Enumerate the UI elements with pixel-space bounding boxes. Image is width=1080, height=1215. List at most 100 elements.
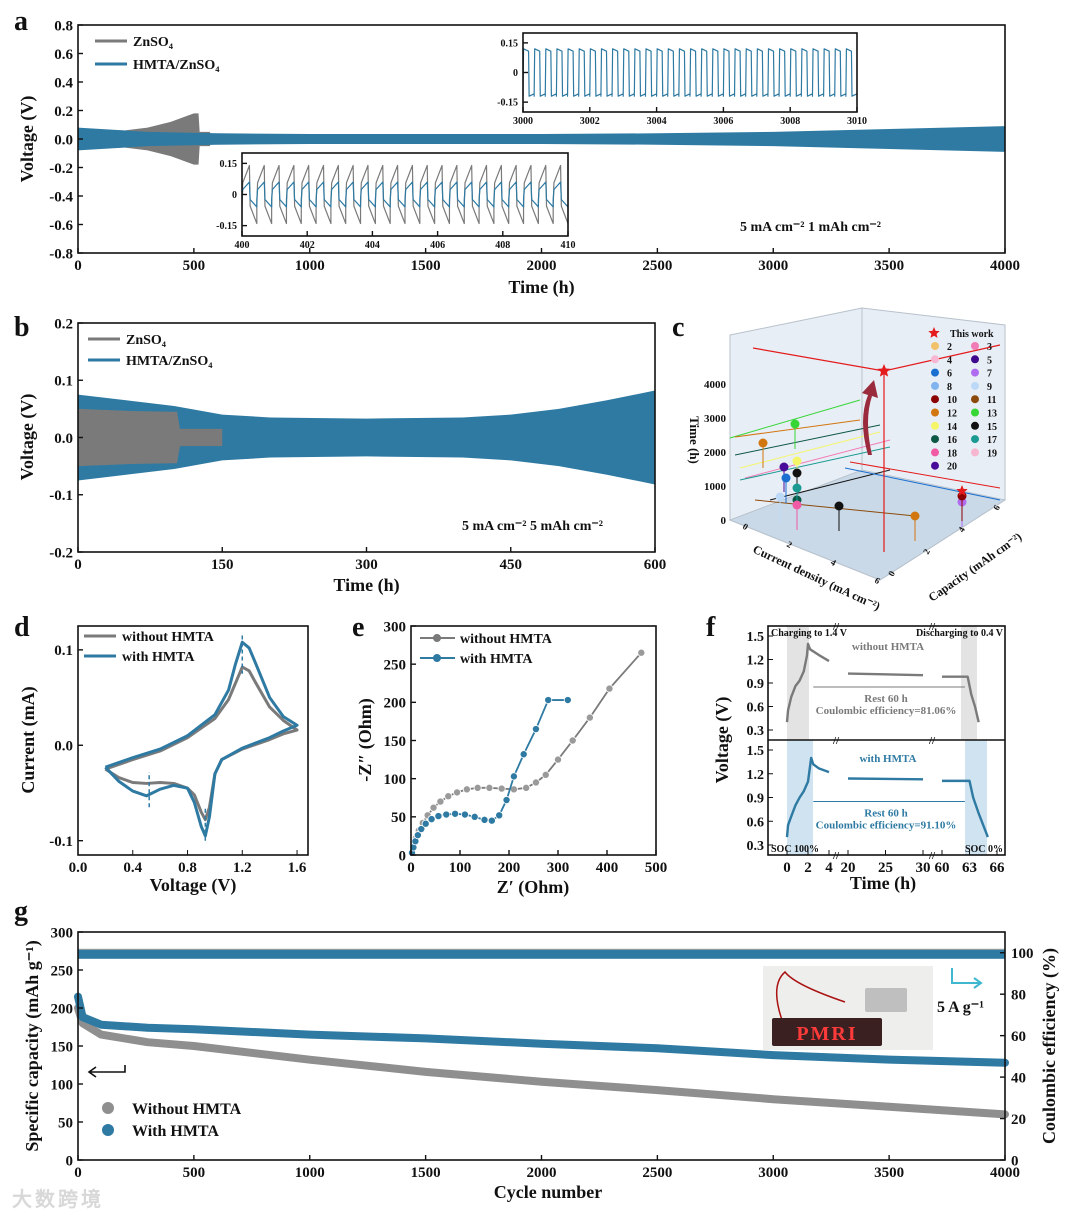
- a-y-tick-label: 0.0: [54, 132, 73, 148]
- b-legend-znso4-label: ZnSO₄: [126, 333, 167, 348]
- c-legend-marker: [971, 395, 979, 404]
- e-x-tick-label: 200: [498, 860, 521, 876]
- a-x-tick-label: 2500: [642, 258, 672, 274]
- f-x-tick-label: 25: [878, 860, 893, 876]
- c-legend-label: 20: [947, 462, 957, 473]
- f-voltage-curve: [847, 777, 924, 781]
- eis-point: [554, 755, 563, 764]
- g-y2-tick-label: 0: [1011, 1153, 1019, 1169]
- g-y-tick-label: 100: [51, 1077, 74, 1093]
- eis-point: [605, 684, 614, 693]
- panel-d-axes: [77, 625, 309, 856]
- c-x-tick-label: 0: [741, 521, 750, 532]
- b-x-tick-label: 0: [74, 557, 82, 573]
- g-x-tick-label: 0: [74, 1165, 82, 1181]
- c-arrow-icon: [862, 380, 878, 455]
- c-x-tick-label: 4: [829, 557, 838, 568]
- a-inset-x-tick-label: 404: [365, 240, 380, 251]
- c-legend-label: This work: [950, 329, 994, 340]
- c-legend-label: 17: [987, 435, 997, 446]
- e-x-label: Z′ (Ohm): [497, 877, 570, 898]
- c-legend-marker: [971, 355, 979, 364]
- f-axis-break-icon: //: [928, 850, 936, 862]
- c-legend-label: 4: [947, 355, 952, 366]
- a-legend-hmta-label: HMTA/ZnSO₄: [133, 58, 220, 73]
- g-legend-label: Without HMTA: [132, 1101, 242, 1118]
- eis-point: [563, 696, 572, 705]
- panel-label-c: c: [672, 312, 684, 343]
- b-legend-hmta-label: HMTA/ZnSO₄: [126, 354, 213, 369]
- a-inset-x-tick-label: 3000: [513, 116, 533, 127]
- eis-point: [421, 819, 430, 828]
- c-data-point: [910, 511, 920, 521]
- e-y-tick-label: 300: [384, 619, 407, 635]
- c-legend-label: 10: [947, 395, 957, 406]
- b-x-label: Time (h): [333, 575, 399, 596]
- eis-point: [444, 792, 453, 801]
- a-inset-y-tick-label: -0.15: [216, 221, 237, 232]
- f-y-tick-label: 1.2: [747, 654, 765, 669]
- eis-point: [480, 815, 489, 824]
- b-x-tick-label: 150: [211, 557, 234, 573]
- f-series-label: without HMTA: [852, 641, 924, 653]
- a-y-tick-label: -0.8: [49, 246, 73, 262]
- f-voltage-curve: [785, 642, 830, 723]
- f-axis-break-icon: //: [928, 735, 936, 747]
- panel-label-f: f: [706, 612, 716, 643]
- voltage-band-znso4: [78, 408, 223, 467]
- c-guide-line: [739, 446, 891, 481]
- f-y-tick-label: 0.6: [747, 815, 765, 830]
- f-y-tick-label: 0.3: [747, 839, 765, 854]
- c-data-point: [792, 456, 802, 466]
- c-y-tick-label: 2: [921, 547, 932, 556]
- eis-point: [413, 831, 422, 840]
- f-y-tick-label: 1.2: [747, 768, 765, 783]
- c-z-label: Time (h): [687, 416, 702, 464]
- f-voltage-curve: [785, 756, 830, 838]
- d-y-label: Current (mA): [18, 686, 39, 793]
- c-legend-marker: [971, 435, 979, 444]
- voltage-band-HMTA/ZnSO₄: [78, 126, 1005, 152]
- c-legend-label: 16: [947, 435, 957, 446]
- eis-point: [427, 815, 436, 824]
- e-legend-marker: [433, 654, 441, 662]
- watermark-logo: 大数跨境: [12, 1187, 104, 1211]
- c-legend-marker: [931, 461, 939, 470]
- voltage-band-hmta: [78, 390, 655, 485]
- c-legend-marker: [931, 448, 939, 457]
- c-legend-label: 18: [947, 448, 957, 459]
- cv-curve-without HMTA: [104, 665, 299, 822]
- c-guide-line: [769, 469, 891, 501]
- g-x-tick-label: 2500: [642, 1165, 672, 1181]
- a-y-tick-label: -0.2: [49, 161, 73, 177]
- f-x-tick-label: 60: [935, 860, 950, 876]
- g-x-tick-label: 500: [183, 1165, 206, 1181]
- g-y-tick-label: 150: [51, 1039, 74, 1055]
- d-x-tick-label: 1.6: [288, 860, 307, 876]
- ce-band-With HMTA: [78, 949, 1005, 959]
- panel-e-axes: [410, 625, 657, 856]
- c-legend-label: 12: [947, 409, 957, 420]
- a-inset-wave: [522, 48, 858, 97]
- c-legend-label: 14: [947, 422, 957, 433]
- g-legend-label: With HMTA: [132, 1123, 219, 1140]
- c-legend-marker: [931, 342, 939, 350]
- d-y-tick-label: -0.1: [49, 834, 73, 850]
- e-y-tick-label: 50: [391, 810, 406, 826]
- eis-point: [470, 812, 479, 821]
- capacity-band-With HMTA: [74, 992, 1009, 1067]
- c-legend-marker: [931, 408, 939, 417]
- c-guide-line: [729, 399, 861, 439]
- c-data-point: [779, 462, 789, 472]
- g-y-tick-label: 250: [51, 963, 74, 979]
- g-y-tick-label: 200: [51, 1001, 74, 1017]
- eis-point: [544, 696, 553, 705]
- eis-point: [519, 750, 528, 759]
- a-inset-y-tick-label: 0.15: [501, 38, 519, 49]
- c-data-point: [775, 492, 785, 502]
- f-voltage-curve: [942, 779, 989, 838]
- f-axis-break-icon: //: [832, 850, 840, 862]
- c-y-tick-label: 6: [991, 503, 1002, 512]
- d-x-tick-label: 0.8: [178, 860, 197, 876]
